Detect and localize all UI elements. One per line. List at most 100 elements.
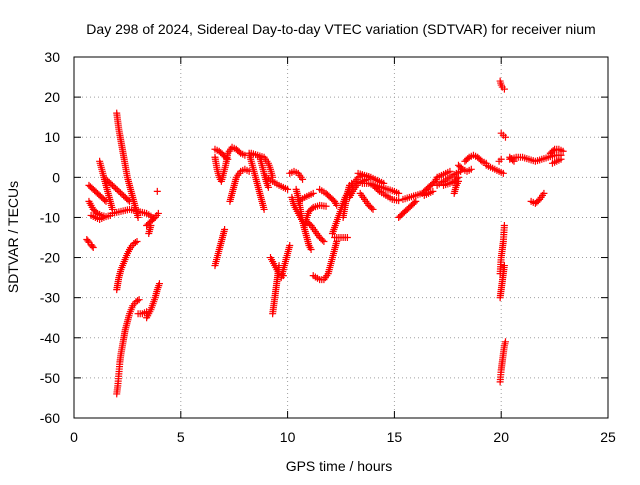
data-point <box>116 189 124 197</box>
x-tick-label: 20 <box>493 429 509 445</box>
x-tick-label: 5 <box>177 429 185 445</box>
data-point <box>89 244 97 252</box>
series-s14 <box>145 221 155 237</box>
series-s4 <box>87 211 108 223</box>
series-s26 <box>277 242 294 282</box>
y-tick-label: -30 <box>40 290 60 306</box>
x-tick-label: 0 <box>70 429 78 445</box>
data-point <box>308 205 316 213</box>
data-point <box>134 297 142 305</box>
data-point <box>371 183 379 191</box>
data-point <box>374 186 382 194</box>
data-point <box>557 155 565 163</box>
data-point <box>224 155 232 163</box>
y-tick-label: 30 <box>44 49 60 65</box>
data-point <box>105 178 113 186</box>
series-s54 <box>496 77 508 93</box>
data-point <box>222 154 230 162</box>
data-point <box>410 199 418 207</box>
y-tick-label: -10 <box>40 209 60 225</box>
plot-frame <box>73 56 609 419</box>
data-point <box>147 221 155 229</box>
data-point <box>412 197 420 205</box>
data-point <box>235 148 243 156</box>
data-point <box>318 236 326 244</box>
series-s62 <box>546 145 567 157</box>
data-point <box>134 213 142 221</box>
data-point <box>104 177 112 185</box>
data-point <box>107 180 115 188</box>
y-tick-label: 10 <box>44 129 60 145</box>
data-point <box>110 183 118 191</box>
series-s46 <box>433 167 465 189</box>
x-tick-label: 25 <box>600 429 616 445</box>
data-point <box>501 133 509 141</box>
data-point <box>368 204 376 212</box>
data-point <box>101 196 109 204</box>
data-point <box>284 185 292 193</box>
data-point <box>499 169 507 177</box>
grid <box>74 57 608 418</box>
series-s18 <box>211 145 232 163</box>
series-s6 <box>102 175 134 205</box>
series-s49 <box>450 177 462 197</box>
data-point <box>153 187 161 195</box>
data-point <box>320 238 328 246</box>
data-point <box>307 246 315 254</box>
data-point <box>135 296 143 304</box>
data-point <box>343 234 351 241</box>
data-point <box>510 157 518 165</box>
data-point <box>369 205 377 213</box>
data-point <box>88 242 96 250</box>
series-s30 <box>303 217 328 246</box>
series-s16 <box>211 225 229 270</box>
data-point <box>133 238 141 246</box>
data-point <box>131 239 139 247</box>
data-point <box>155 280 163 288</box>
y-tick-label: -50 <box>40 370 60 386</box>
y-axis-label: SDTVAR / TECUs <box>5 181 21 293</box>
data-point <box>501 338 509 346</box>
data-point <box>395 197 403 205</box>
data-point <box>464 155 472 163</box>
series-s9 <box>113 238 141 294</box>
series-s44 <box>418 173 441 197</box>
data-point <box>500 85 508 93</box>
data-point <box>559 147 567 155</box>
series-s58 <box>496 338 509 386</box>
series-s12 <box>143 280 163 322</box>
axis-ticks: 0 5 10 15 20 25 -60 -50 -40 -30 -20 -10 0 10 20 30 <box>40 49 616 445</box>
y-tick-label: 0 <box>52 169 60 185</box>
data-point <box>509 156 517 164</box>
series-s52 <box>482 161 507 177</box>
series-s63 <box>548 155 565 167</box>
data-markers <box>83 77 567 398</box>
data-point <box>118 190 126 198</box>
series-s61 <box>527 189 548 207</box>
series-s10 <box>113 296 143 398</box>
data-point <box>113 186 121 194</box>
data-point <box>348 179 356 187</box>
data-point <box>477 156 485 164</box>
data-point <box>549 147 557 155</box>
y-tick-label: -40 <box>40 330 60 346</box>
x-axis-label: GPS time / hours <box>286 458 393 474</box>
data-point <box>286 242 294 250</box>
data-point <box>221 225 229 233</box>
series-s53 <box>495 155 505 165</box>
y-tick-label: -20 <box>40 250 60 266</box>
series-s38 <box>354 169 388 187</box>
data-point <box>540 189 548 197</box>
data-point <box>260 205 268 213</box>
data-point <box>369 181 377 189</box>
y-tick-label: -60 <box>40 410 60 426</box>
series-s48 <box>440 173 462 189</box>
series-s60 <box>506 153 518 165</box>
series-s36 <box>339 179 356 221</box>
series-s47 <box>433 167 454 181</box>
series-s27 <box>286 167 307 183</box>
series-s1 <box>83 236 97 252</box>
data-point <box>115 187 123 195</box>
data-point <box>299 175 307 183</box>
